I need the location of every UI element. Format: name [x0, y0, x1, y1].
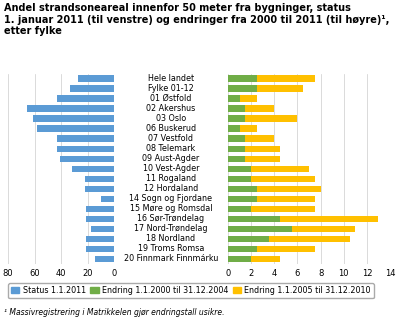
Bar — [96, 256, 114, 262]
Bar — [92, 226, 114, 232]
Bar — [228, 156, 245, 162]
Bar — [78, 75, 114, 82]
Bar — [245, 105, 274, 112]
Bar — [85, 176, 114, 182]
Bar — [228, 95, 240, 102]
Bar — [251, 176, 315, 182]
Text: ¹ Massivregistrering i Matrikkelen gjør endringstall usikre.: ¹ Massivregistrering i Matrikkelen gjør … — [4, 308, 224, 317]
Text: 06 Buskerud: 06 Buskerud — [146, 124, 196, 133]
Text: 01 Østfold: 01 Østfold — [150, 94, 192, 103]
Bar — [292, 226, 355, 232]
Bar — [251, 165, 309, 172]
Bar — [228, 176, 251, 182]
Bar — [257, 85, 303, 92]
Text: Fylke 01-12: Fylke 01-12 — [148, 84, 194, 93]
Bar — [70, 85, 114, 92]
Bar — [245, 146, 280, 152]
Bar — [228, 116, 245, 122]
Bar — [245, 156, 280, 162]
Bar — [57, 135, 114, 142]
Text: 07 Vestfold: 07 Vestfold — [148, 134, 194, 143]
Bar — [228, 226, 292, 232]
Bar — [251, 256, 280, 262]
Bar — [245, 116, 298, 122]
X-axis label: Prosentpoeng: Prosentpoeng — [281, 284, 337, 292]
Bar — [268, 236, 350, 242]
Bar — [257, 246, 315, 252]
Bar — [60, 156, 114, 162]
Bar — [257, 75, 315, 82]
Text: 10 Vest-Agder: 10 Vest-Agder — [143, 164, 199, 173]
Bar — [86, 206, 114, 212]
Bar — [228, 186, 257, 192]
Bar — [228, 206, 251, 212]
Bar — [280, 216, 378, 222]
Text: 14 Sogn og Fjordane: 14 Sogn og Fjordane — [130, 194, 212, 204]
Bar — [228, 236, 268, 242]
Bar — [257, 186, 320, 192]
Bar — [228, 75, 257, 82]
Bar — [37, 125, 114, 132]
Bar — [228, 146, 245, 152]
Bar — [240, 95, 257, 102]
Text: 11 Rogaland: 11 Rogaland — [146, 174, 196, 183]
Bar — [228, 105, 245, 112]
Bar — [228, 256, 251, 262]
Text: 19 Troms Romsa: 19 Troms Romsa — [138, 244, 204, 253]
Bar — [72, 165, 114, 172]
Bar — [57, 95, 114, 102]
Bar — [228, 135, 245, 142]
Bar — [257, 196, 315, 202]
Bar — [240, 125, 257, 132]
Text: 09 Aust-Agder: 09 Aust-Agder — [142, 154, 200, 163]
Text: 15 Møre og Romsdal: 15 Møre og Romsdal — [130, 204, 212, 213]
Bar — [86, 216, 114, 222]
Text: Hele landet: Hele landet — [148, 74, 194, 83]
Bar — [228, 246, 257, 252]
Text: Andel strandsoneareal innenfor 50 meter fra bygninger, status
1. januar 2011 (ti: Andel strandsoneareal innenfor 50 meter … — [4, 3, 389, 36]
Text: 16 Sør-Trøndelag: 16 Sør-Trøndelag — [138, 214, 204, 223]
X-axis label: Prosent: Prosent — [46, 284, 76, 292]
Text: 18 Nordland: 18 Nordland — [146, 235, 196, 244]
Bar — [101, 196, 114, 202]
Bar — [251, 206, 315, 212]
Bar — [245, 135, 274, 142]
Text: 03 Oslo: 03 Oslo — [156, 114, 186, 123]
Bar — [57, 146, 114, 152]
Text: 20 Finnmark Finnmárku: 20 Finnmark Finnmárku — [124, 254, 218, 263]
Text: 12 Hordaland: 12 Hordaland — [144, 184, 198, 193]
Bar — [33, 116, 114, 122]
Bar — [86, 246, 114, 252]
Bar — [228, 85, 257, 92]
Bar — [228, 125, 240, 132]
Bar — [86, 236, 114, 242]
Bar — [228, 216, 280, 222]
Text: 17 Nord-Trøndelag: 17 Nord-Trøndelag — [134, 224, 208, 233]
Bar — [228, 196, 257, 202]
Bar — [85, 186, 114, 192]
Text: 08 Telemark: 08 Telemark — [146, 144, 196, 153]
Legend: Status 1.1.2011, Endring 1.1.2000 til 31.12.2004, Endring 1.1.2005 til 31.12.201: Status 1.1.2011, Endring 1.1.2000 til 31… — [8, 283, 374, 298]
Bar — [26, 105, 114, 112]
Bar — [228, 165, 251, 172]
Text: 02 Akershus: 02 Akershus — [146, 104, 196, 113]
